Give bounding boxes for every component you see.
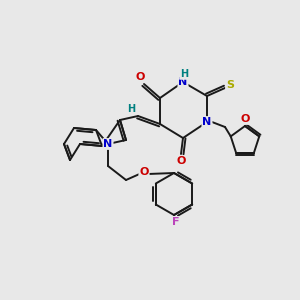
Text: O: O [240,114,250,124]
Text: F: F [172,217,180,227]
Text: O: O [139,167,149,177]
Text: N: N [202,117,211,127]
Text: H: H [127,104,135,114]
Text: O: O [135,72,145,82]
Text: H: H [180,69,188,79]
Text: S: S [226,80,234,90]
Text: O: O [176,156,186,166]
Text: N: N [103,139,112,149]
Text: N: N [178,77,188,87]
